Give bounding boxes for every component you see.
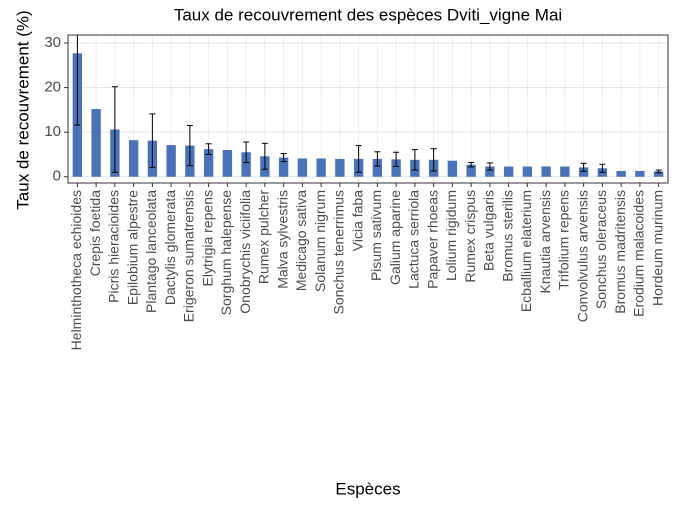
error-bar <box>393 151 400 168</box>
bar <box>447 160 458 177</box>
bar <box>241 152 251 177</box>
bar <box>278 157 289 177</box>
x-tick-label: Knautia arvensis <box>537 190 553 294</box>
error-bar <box>149 113 156 168</box>
x-tick-label: Beta vulgaris <box>481 190 497 271</box>
x-tick-label: Picris hieracioides <box>106 190 122 303</box>
x-tick-label: Lactuca serriola <box>406 190 422 289</box>
bar <box>616 170 626 177</box>
bar <box>522 166 533 177</box>
x-tick-label: Bromus sterilis <box>499 190 515 282</box>
error-bar <box>243 141 250 163</box>
error-bar <box>430 148 437 172</box>
bar <box>635 170 645 177</box>
bar <box>166 145 176 177</box>
bar <box>578 167 589 177</box>
x-tick-label: Helminthotheca echioides <box>68 190 84 350</box>
panel-border <box>67 34 669 184</box>
chart-title: Taux de recouvrement des espèces Dviti_v… <box>174 5 562 24</box>
bar <box>91 109 101 177</box>
error-bar <box>374 151 381 167</box>
error-bar <box>655 169 662 174</box>
error-bar <box>280 153 287 163</box>
x-tick-label: Crepis foetida <box>87 190 103 277</box>
x-tick-label: Convolvulus arvensis <box>574 190 590 322</box>
x-tick-label: Sorghum halepense <box>218 190 234 316</box>
error-bar <box>411 149 418 171</box>
x-tick-label: Hordeum murinum <box>649 190 665 306</box>
error-bar <box>186 124 193 167</box>
bar <box>485 166 495 177</box>
x-tick-label: Rumex crispus <box>462 190 478 283</box>
error-bar <box>205 143 212 155</box>
y-tick-label: 0 <box>53 168 61 185</box>
bar <box>128 140 139 177</box>
bar <box>316 158 326 177</box>
error-bar <box>599 163 606 173</box>
error-bar <box>261 142 268 170</box>
x-tick-label: Erigeron sumatrensis <box>181 190 197 322</box>
bar <box>560 166 570 177</box>
bar <box>203 149 214 177</box>
error-bar <box>580 162 587 172</box>
x-tick-label: Solanum nigrum <box>312 190 328 292</box>
x-tick-label: Ecballium elaterium <box>518 190 534 312</box>
bar <box>297 158 308 177</box>
x-tick-label: Malva sylvestris <box>274 190 290 289</box>
x-tick-label: Vicia faba <box>349 190 365 251</box>
y-tick-label: 20 <box>44 79 61 96</box>
x-tick-label: Medicago sativa <box>293 190 309 291</box>
x-tick-label: Onobrychis viciifolia <box>237 190 253 314</box>
x-tick-label: Bromus madritensis <box>612 190 628 314</box>
error-bar <box>355 145 362 173</box>
x-tick-label: Pisum sativum <box>368 190 384 281</box>
x-axis-title: Espèces <box>335 479 400 498</box>
bar <box>466 164 476 177</box>
bar <box>503 166 514 177</box>
x-tick-label: Trifolium repens <box>556 190 572 290</box>
x-tick-label: Epilobium alpestre <box>124 190 140 305</box>
x-tick-label: Erodium malacoides <box>631 190 647 317</box>
bar <box>541 166 551 177</box>
x-tick-label: Elytrigia repens <box>199 190 215 287</box>
error-bar <box>486 162 493 171</box>
bar <box>372 158 383 177</box>
y-tick-label: 30 <box>44 34 61 51</box>
x-tick-label: Papaver rhoeas <box>424 190 440 289</box>
error-bar <box>111 86 118 173</box>
error-bar <box>468 161 475 168</box>
x-tick-label: Lolium rigidum <box>443 190 459 281</box>
y-axis-title: Taux de recouvrement (%) <box>13 10 32 209</box>
x-tick-label: Rumex pulcher <box>256 190 272 284</box>
x-tick-label: Plantago lanceolata <box>143 190 159 313</box>
bar <box>391 159 401 177</box>
panel-background <box>68 35 668 183</box>
error-bar <box>74 35 81 126</box>
x-tick-label: Sonchus oleraceus <box>593 190 609 309</box>
y-tick-label: 10 <box>44 123 61 140</box>
x-tick-label: Sonchus tenerrimus <box>331 190 347 315</box>
x-tick-label: Dactylis glomerata <box>162 190 178 305</box>
x-tick-label: Galium aparine <box>387 190 403 285</box>
bar <box>335 158 345 177</box>
bar <box>653 171 664 177</box>
bar <box>222 150 233 177</box>
